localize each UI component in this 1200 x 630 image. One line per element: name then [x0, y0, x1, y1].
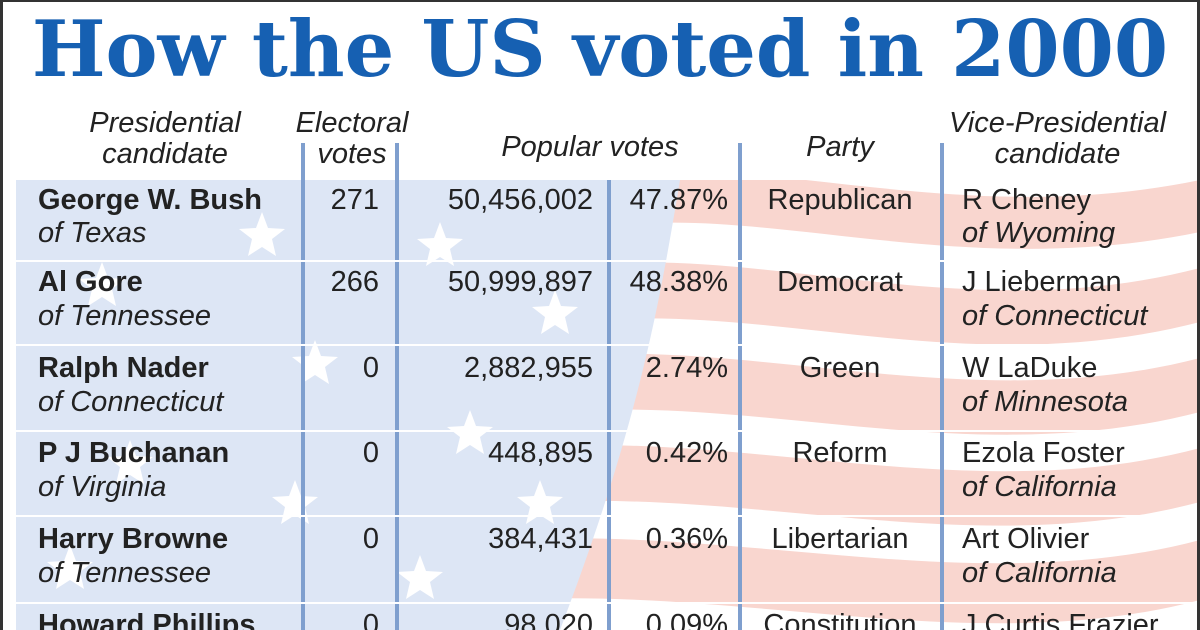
- header-candidate: Presidential candidate: [89, 107, 241, 170]
- vp-name: Art Olivier: [962, 523, 1090, 555]
- flag-star: [107, 440, 153, 484]
- candidate-name: Harry Browne: [38, 523, 229, 555]
- flag-star: [47, 545, 93, 589]
- row-separator: [16, 344, 1200, 346]
- candidate-state: of Tennessee: [38, 557, 212, 589]
- vp-name: J Lieberman: [962, 266, 1122, 298]
- flag-stars: [47, 212, 578, 599]
- column-rule: [940, 143, 944, 630]
- popular-percent: 47.87%: [629, 184, 728, 216]
- candidate-state: of Virginia: [38, 471, 167, 503]
- vp-name: W LaDuke: [962, 352, 1098, 384]
- candidate-name: P J Buchanan: [38, 437, 230, 469]
- flag-stripe: [480, 445, 1200, 526]
- row-separator: [16, 515, 1200, 517]
- popular-percent: 48.38%: [629, 266, 728, 298]
- popular-votes: 2,882,955: [463, 352, 593, 384]
- vp-name: J Curtis Frazier: [962, 609, 1159, 630]
- popular-percent: 0.42%: [645, 437, 728, 469]
- vp-state: of California: [962, 557, 1117, 589]
- candidate-name: Ralph Nader: [38, 352, 209, 384]
- column-rule: [395, 143, 399, 630]
- candidate-name: Al Gore: [38, 266, 143, 298]
- row-separator: [16, 602, 1200, 604]
- candidate-name: George W. Bush: [38, 184, 262, 216]
- electoral-votes: 0: [362, 609, 379, 630]
- candidate-name: Howard Phillips: [38, 609, 256, 630]
- popular-votes: 50,456,002: [447, 184, 593, 216]
- flag-star: [397, 555, 443, 599]
- flag-star: [79, 262, 125, 306]
- flag-star: [532, 290, 578, 334]
- popular-percent: 0.36%: [645, 523, 728, 555]
- column-rule: [738, 143, 742, 630]
- party: Constitution: [763, 609, 917, 630]
- party: Republican: [767, 184, 913, 216]
- party: Democrat: [777, 266, 903, 298]
- header-party: Party: [806, 131, 874, 163]
- flag-star: [447, 410, 493, 454]
- vp-name: R Cheney: [962, 184, 1091, 216]
- column-rule: [607, 180, 611, 630]
- flag-star: [292, 340, 338, 384]
- flag-star: [417, 222, 463, 266]
- flag-star: [517, 480, 563, 524]
- flag-stripe: [560, 262, 1200, 345]
- popular-votes: 50,999,897: [447, 266, 593, 298]
- column-rule: [301, 143, 305, 630]
- flag-stripe: [520, 353, 1200, 435]
- page-title: How the US voted in 2000: [31, 4, 1169, 95]
- row-separator: [16, 260, 1200, 262]
- electoral-votes: 0: [362, 523, 379, 555]
- candidate-state: of Texas: [38, 217, 147, 249]
- electoral-votes: 266: [330, 266, 379, 298]
- popular-votes: 384,431: [488, 523, 593, 555]
- header-popular: Popular votes: [501, 131, 679, 163]
- popular-votes: 448,895: [488, 437, 593, 469]
- flag-star: [272, 480, 318, 524]
- vp-state: of Minnesota: [962, 386, 1129, 418]
- party: Reform: [792, 437, 888, 469]
- party: Libertarian: [771, 523, 909, 555]
- flag-star: [239, 212, 285, 256]
- flag-blue-field: [16, 180, 680, 630]
- vp-state: of California: [962, 471, 1117, 503]
- vp-state: of Wyoming: [962, 217, 1116, 249]
- flag-stripe: [600, 180, 1200, 249]
- vp-state: of Connecticut: [962, 300, 1148, 332]
- header-electoral: Electoral votes: [295, 107, 409, 170]
- popular-votes: 98,020: [504, 609, 593, 630]
- party: Green: [799, 352, 881, 384]
- electoral-votes: 271: [330, 184, 379, 216]
- header-vp: Vice-Presidential candidate: [948, 107, 1167, 170]
- electoral-votes: 0: [362, 352, 379, 384]
- candidate-state: of Tennessee: [38, 300, 212, 332]
- popular-percent: 0.09%: [645, 609, 728, 630]
- popular-percent: 2.74%: [645, 352, 728, 384]
- vp-name: Ezola Foster: [962, 437, 1125, 469]
- row-separator: [16, 430, 1200, 432]
- electoral-votes: 0: [362, 437, 379, 469]
- candidate-state: of Connecticut: [38, 386, 224, 418]
